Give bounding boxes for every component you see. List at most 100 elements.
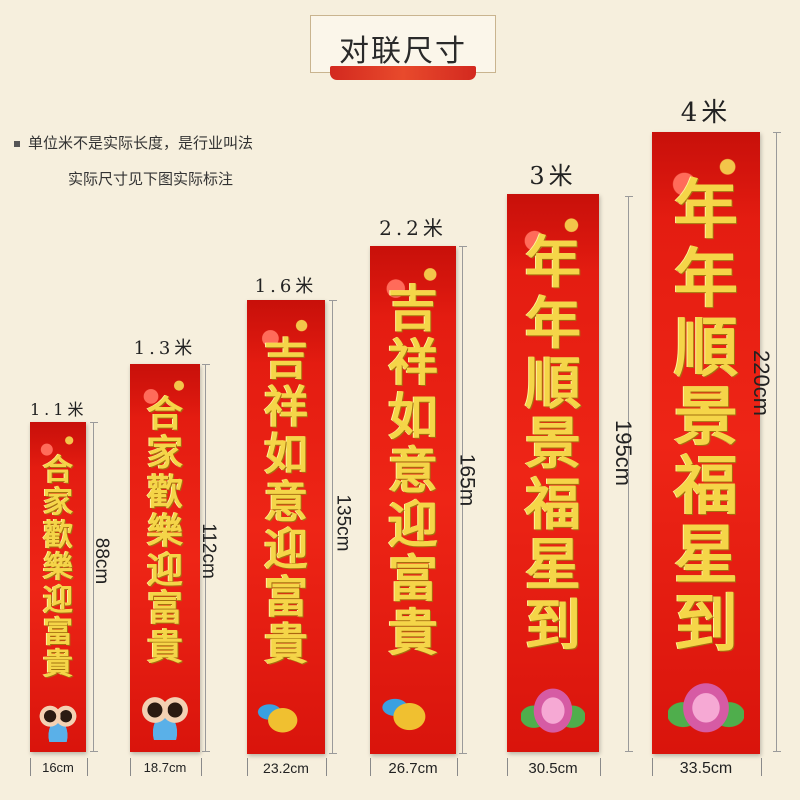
width-measure-bar (247, 758, 327, 776)
couplet-char: 家 (146, 431, 183, 474)
title-box: 对联尺寸 (310, 15, 496, 73)
height-label: 88cm (91, 537, 113, 585)
couplet-char: 貴 (388, 602, 438, 662)
height-measure-line (625, 196, 633, 752)
couplet-size-label: 1.6米 (254, 276, 318, 297)
couplet-char: 歡 (43, 517, 73, 553)
height-measure-line (459, 246, 467, 754)
couplet-char: 貴 (264, 619, 308, 671)
couplet-banner: 合 家 歡 樂 迎 富 貴 (30, 422, 86, 752)
width-measure-bar (507, 758, 601, 776)
width-measure-bar (652, 758, 762, 776)
couplet-char: 福 (525, 471, 581, 538)
couplet-char: 貴 (146, 626, 183, 669)
carp-illustration (376, 682, 450, 744)
height-measure-line (90, 422, 98, 752)
couplet-char: 合 (146, 393, 183, 436)
children-illustration (137, 689, 193, 741)
couplet-char: 福 (674, 448, 738, 524)
couplet-size-label: 1.3米 (133, 338, 197, 359)
couplet-size-label: 2.2米 (379, 216, 447, 240)
couplet-char: 富 (43, 614, 73, 650)
couplet-char: 如 (388, 386, 438, 446)
couplet-characters: 年 年 順 景 福 星 到 (652, 175, 760, 663)
couplet-char: 迎 (146, 548, 183, 591)
width-measure-bar (370, 758, 458, 776)
couplet-banner: 年 年 順 景 福 星 到 (652, 132, 760, 754)
couplet-char: 吉 (264, 334, 308, 386)
note-line-1-text: 单位米不是实际长度，是行业叫法 (28, 134, 254, 152)
children-illustration (35, 699, 81, 743)
couplet-banner: 吉 祥 如 意 迎 富 貴 (247, 300, 325, 754)
width-label: 30.5cm (528, 760, 578, 777)
couplet-3m: 3米 年 年 順 景 福 星 到 (507, 156, 599, 752)
height-measure-line (202, 364, 210, 752)
couplet-char: 貴 (43, 647, 73, 683)
couplet-char: 年 (525, 230, 581, 297)
height-measure-line (773, 132, 781, 752)
couplet-char: 迎 (264, 524, 308, 576)
couplet-characters: 吉 祥 如 意 迎 富 貴 (247, 336, 325, 669)
couplet-char: 富 (146, 587, 183, 630)
couplet-char: 吉 (388, 278, 438, 338)
couplet-char: 富 (388, 548, 438, 608)
couplet-char: 意 (264, 476, 308, 528)
couplet-char: 合 (43, 453, 73, 488)
couplet-banner: 吉 祥 如 意 迎 富 貴 (370, 246, 456, 754)
couplet-char: 星 (525, 532, 581, 599)
width-label: 33.5cm (679, 760, 733, 777)
width-label: 23.2cm (263, 760, 309, 776)
couplet-char: 星 (674, 518, 738, 594)
couplet-char: 景 (674, 379, 738, 455)
couplet-size-label: 1.1米 (30, 400, 88, 419)
couplet-char: 年 (674, 241, 738, 317)
couplet-1-3m: 1.3米 合 家 歡 樂 迎 富 貴 (130, 334, 200, 752)
couplet-char: 年 (525, 290, 581, 357)
couplet-characters: 合 家 歡 樂 迎 富 貴 (30, 453, 86, 683)
couplet-characters: 合 家 歡 樂 迎 富 貴 (130, 395, 200, 667)
couplet-char: 迎 (43, 582, 73, 618)
couplet-char: 到 (525, 592, 581, 659)
couplet-char: 如 (264, 429, 308, 481)
couplet-1-6m: 1.6米 吉 祥 如 意 迎 富 貴 (247, 272, 325, 754)
couplet-char: 迎 (388, 494, 438, 554)
width-measure-bar (130, 758, 202, 776)
couplet-characters: 吉 祥 如 意 迎 富 貴 (370, 278, 456, 662)
couplet-characters: 年 年 順 景 福 星 到 (507, 230, 599, 659)
height-label: 135cm (332, 494, 354, 552)
height-label: 165m (455, 453, 479, 507)
couplet-char: 景 (525, 411, 581, 478)
couplet-char: 祥 (264, 381, 308, 433)
couplet-banner: 年 年 順 景 福 星 到 (507, 194, 599, 752)
couplet-1-1m: 1.1米 合 家 歡 樂 迎 富 貴 (30, 396, 86, 752)
carp-illustration (253, 690, 319, 745)
note-line-1: 单位米不是实际长度，是行业叫法 (14, 132, 253, 153)
couplet-size-label: 3米 (529, 162, 577, 190)
couplet-2-2m: 2.2米 吉 祥 如 意 迎 富 貴 (370, 212, 456, 754)
peony-illustration (668, 666, 744, 736)
width-measure-bar (30, 758, 88, 776)
peony-illustration (520, 673, 586, 736)
height-label: 195cm (611, 419, 637, 487)
page-title: 对联尺寸 (339, 34, 467, 69)
bullet-icon (14, 141, 20, 147)
couplet-char: 歡 (146, 470, 183, 513)
couplet-char: 祥 (388, 332, 438, 392)
note-line-2: 实际尺寸见下图实际标注 (68, 170, 234, 188)
couplet-char: 到 (674, 587, 738, 663)
height-label: 112cm (197, 523, 219, 579)
width-label: 18.7cm (143, 760, 187, 775)
width-label: 26.7cm (388, 760, 438, 777)
couplet-4m: 4米 年 年 順 景 福 星 到 (652, 92, 760, 754)
width-label: 16cm (42, 760, 74, 775)
couplet-char: 意 (388, 440, 438, 500)
couplet-char: 樂 (146, 509, 183, 552)
couplet-size-label: 4米 (680, 98, 732, 128)
couplet-char: 家 (43, 485, 73, 521)
title-ribbon (330, 66, 476, 80)
couplet-char: 順 (525, 350, 581, 417)
height-label: 220cm (749, 349, 775, 417)
couplet-char: 富 (264, 571, 308, 623)
couplet-char: 樂 (43, 550, 73, 586)
couplet-banner: 合 家 歡 樂 迎 富 貴 (130, 364, 200, 752)
